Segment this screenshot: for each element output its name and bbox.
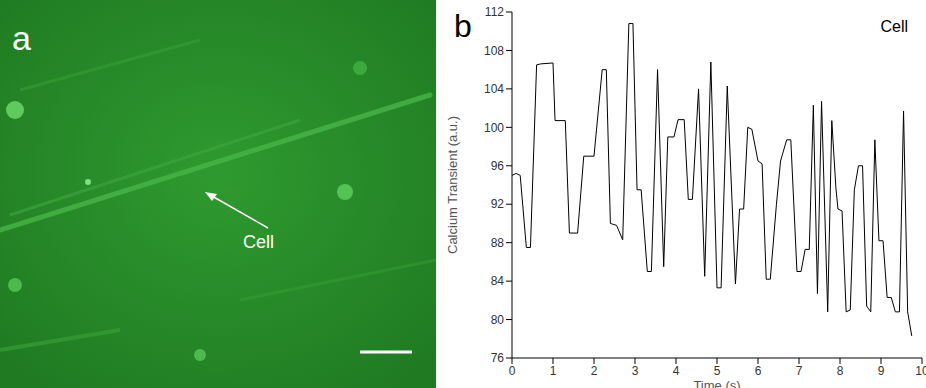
html-text:Cell: Cell (880, 18, 908, 35)
svg-text:5: 5 (714, 364, 721, 378)
svg-text:7: 7 (796, 364, 803, 378)
svg-text:104: 104 (484, 82, 504, 96)
svg-text:Calcium Transient (a.u.): Calcium Transient (a.u.) (445, 116, 460, 254)
svg-text:80: 80 (491, 313, 505, 327)
svg-text:a: a (12, 19, 31, 57)
svg-text:88: 88 (491, 236, 505, 250)
svg-text:10: 10 (915, 364, 918, 378)
svg-text:112: 112 (485, 5, 504, 19)
svg-text:6: 6 (755, 364, 762, 378)
svg-text:96: 96 (491, 159, 505, 173)
svg-text:9: 9 (878, 364, 885, 378)
svg-text:100: 100 (484, 121, 504, 135)
svg-text:8: 8 (837, 364, 844, 378)
svg-text:1: 1 (550, 364, 557, 378)
svg-text:Time (s): Time (s) (693, 378, 740, 388)
svg-text:84: 84 (491, 274, 505, 288)
html-text:b: b (454, 8, 472, 44)
svg-text:0: 0 (509, 364, 516, 378)
svg-text:76: 76 (491, 351, 505, 365)
svg-text:3: 3 (632, 364, 639, 378)
svg-text:2: 2 (591, 364, 598, 378)
svg-text:92: 92 (491, 197, 505, 211)
svg-text:Cell: Cell (243, 232, 274, 252)
svg-text:4: 4 (673, 364, 680, 378)
svg-text:108: 108 (484, 44, 504, 58)
